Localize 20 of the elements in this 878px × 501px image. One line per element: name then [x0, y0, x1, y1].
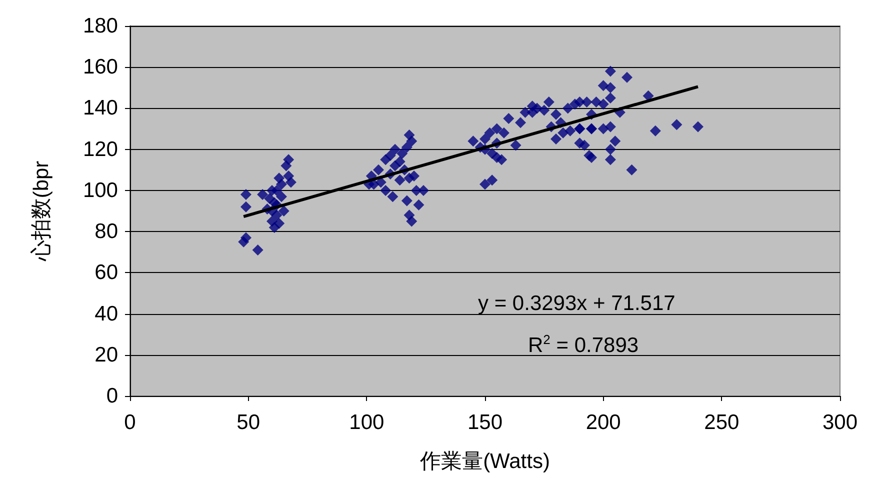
y-tick-label: 60 [94, 261, 118, 284]
y-tick-label: 160 [82, 56, 118, 79]
y-tick-label: 40 [94, 302, 118, 326]
y-tick-label: 100 [82, 178, 118, 202]
y-tick-label: 20 [94, 343, 118, 366]
annotation: y = 0.3293x + 71.517 [478, 292, 676, 315]
x-tick-label: 50 [236, 411, 260, 434]
y-axis-title: 心拍数(bpr [30, 160, 53, 262]
x-tick-label: 300 [822, 411, 858, 434]
y-tick-label: 80 [94, 220, 118, 244]
y-tick-label: 140 [82, 96, 118, 120]
y-tick-label: 180 [82, 14, 118, 38]
y-tick-label: 0 [106, 384, 118, 408]
x-axis-title: 作業量(Watts) [419, 450, 550, 473]
x-tick-label: 250 [704, 411, 740, 434]
x-tick-label: 100 [349, 411, 384, 434]
x-tick-label: 0 [124, 411, 136, 434]
x-tick-label: 200 [586, 411, 621, 434]
x-tick-label: 150 [467, 411, 503, 434]
y-tick-label: 120 [82, 138, 118, 161]
